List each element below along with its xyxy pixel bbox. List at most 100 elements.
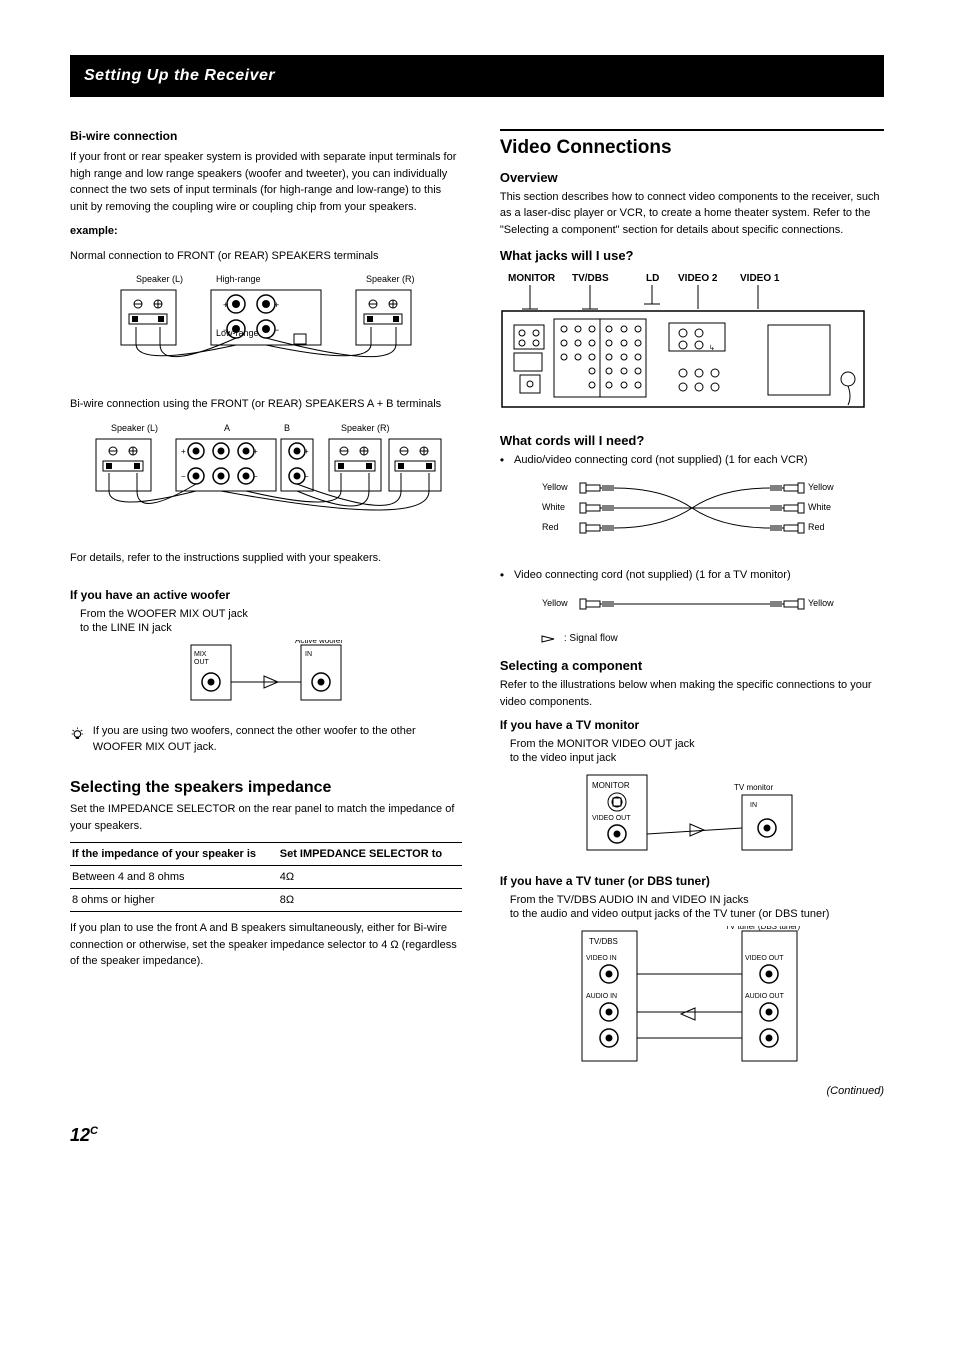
svg-text:TV tuner (DBS tuner): TV tuner (DBS tuner)	[725, 926, 800, 931]
svg-text:VIDEO OUT: VIDEO OUT	[745, 955, 784, 962]
impedance-para: Set the IMPEDANCE SELECTOR on the rear p…	[70, 801, 462, 834]
svg-text:−: −	[253, 472, 258, 481]
table-col1: If the impedance of your speaker is	[70, 843, 278, 866]
diagram-rear-panel: MONITOR TV/DBS LD VIDEO 2 VIDEO 1	[500, 269, 884, 419]
diagram-normal-connection: Speaker (L) Speaker (R) High-range Low-r…	[70, 272, 462, 382]
svg-text:MIX: MIX	[194, 651, 207, 658]
impedance-foot: If you plan to use the front A and B spe…	[70, 920, 462, 970]
continued-label: (Continued)	[500, 1085, 884, 1097]
arrow-icon	[540, 634, 558, 644]
diagram2-caption: Bi-wire connection using the FRONT (or R…	[70, 396, 462, 413]
tv-to: to the video input jack	[510, 752, 884, 764]
svg-text:−: −	[304, 472, 309, 481]
svg-text:White: White	[542, 502, 565, 512]
jacks-block: What jacks will I use? MONITOR TV/DBS LD…	[500, 248, 884, 419]
active-woofer-heading: If you have an active woofer	[70, 588, 462, 602]
svg-text:LD: LD	[646, 273, 659, 284]
selecting-para: Refer to the illustrations below when ma…	[500, 677, 884, 710]
svg-text:TV/DBS: TV/DBS	[572, 273, 609, 284]
svg-text:A: A	[224, 423, 230, 433]
svg-text:Red: Red	[808, 522, 825, 532]
svg-text:−: −	[181, 472, 186, 481]
diagram-video-cord: Yellow Yellow	[500, 591, 884, 619]
overview-heading: Overview	[500, 170, 884, 185]
svg-text:Speaker (L): Speaker (L)	[111, 423, 158, 433]
impedance-table: If the impedance of your speaker is Set …	[70, 842, 462, 912]
tv-from: From the MONITOR VIDEO OUT jack	[510, 738, 884, 750]
svg-text:VIDEO 1: VIDEO 1	[740, 273, 780, 284]
svg-text:MONITOR: MONITOR	[592, 781, 630, 790]
jacks-heading: What jacks will I use?	[500, 248, 884, 263]
diagram-biwire-connection: Speaker (L) A B Speaker (R)	[70, 421, 462, 536]
diagram-tv-monitor: MONITOR VIDEO OUT TV monitor IN	[500, 770, 884, 860]
svg-text:+: +	[274, 300, 279, 310]
svg-text:Red: Red	[542, 522, 559, 532]
svg-text:AUDIO OUT: AUDIO OUT	[745, 993, 785, 1000]
section-header-title: Setting Up the Receiver	[84, 67, 275, 85]
svg-text:OUT: OUT	[194, 659, 210, 666]
active-woofer-to: to the LINE IN jack	[80, 622, 462, 634]
svg-text:Speaker (R): Speaker (R)	[366, 274, 415, 284]
diagram1-caption: Normal connection to FRONT (or REAR) SPE…	[70, 248, 462, 265]
svg-text:VIDEO 2: VIDEO 2	[678, 273, 718, 284]
page-number: 12C	[70, 1125, 884, 1146]
bullet-icon: •	[500, 569, 504, 581]
cords-heading: What cords will I need?	[500, 433, 884, 448]
tuner-to: to the audio and video output jacks of t…	[510, 908, 884, 920]
diagram-active-woofer: MIXOUT Active woofer IN	[70, 640, 462, 710]
section-header: Setting Up the Receiver	[70, 55, 884, 97]
svg-text:White: White	[808, 502, 831, 512]
svg-text:−: −	[223, 325, 228, 335]
svg-text:Yellow: Yellow	[808, 482, 834, 492]
tv-heading: If you have a TV monitor	[500, 718, 884, 732]
svg-text:AUDIO IN: AUDIO IN	[586, 993, 617, 1000]
svg-text:+: +	[223, 300, 228, 310]
impedance-title: Selecting the speakers impedance	[70, 778, 462, 797]
tuner-heading: If you have a TV tuner (or DBS tuner)	[500, 874, 884, 888]
selecting-heading: Selecting a component	[500, 658, 884, 673]
biwire-heading: Bi-wire connection	[70, 129, 462, 143]
svg-text:Speaker (R): Speaker (R)	[341, 423, 390, 433]
svg-text:Yellow: Yellow	[808, 598, 834, 608]
svg-text:Yellow: Yellow	[542, 598, 568, 608]
svg-text:VIDEO IN: VIDEO IN	[586, 955, 617, 962]
active-woofer-from: From the WOOFER MIX OUT jack	[80, 608, 462, 620]
svg-text:IN: IN	[750, 802, 757, 809]
table-row: Between 4 and 8 ohms 4Ω	[70, 866, 462, 889]
biwire-note: For details, refer to the instructions s…	[70, 550, 462, 567]
biwire-paragraph: If your front or rear speaker system is …	[70, 149, 462, 215]
selecting-block: Selecting a component Refer to the illus…	[500, 658, 884, 1097]
svg-text:TV monitor: TV monitor	[734, 783, 773, 792]
svg-text:+: +	[181, 447, 186, 456]
table-row: 8 ohms or higher 8Ω	[70, 889, 462, 912]
svg-text:+: +	[253, 447, 258, 456]
svg-text:−: −	[274, 325, 279, 335]
diagram-tv-tuner: TV/DBS VIDEO IN AUDIO IN TV tuner (DBS t…	[500, 926, 884, 1071]
svg-text:↳: ↳	[709, 344, 715, 352]
example-label: example:	[70, 223, 462, 240]
tip-text: If you are using two woofers, connect th…	[93, 724, 462, 756]
diagram-av-cord: Yellow White Red	[500, 477, 884, 553]
signal-flow-label: : Signal flow	[564, 633, 618, 644]
svg-text:+: +	[304, 447, 309, 456]
tuner-from: From the TV/DBS AUDIO IN and VIDEO IN ja…	[510, 894, 884, 906]
right-column: Video Connections Overview This section …	[500, 129, 884, 1107]
video-cord-label: Video connecting cord (not supplied) (1 …	[514, 567, 791, 584]
av-cord-label: Audio/video connecting cord (not supplie…	[514, 452, 808, 469]
svg-text:TV/DBS: TV/DBS	[589, 937, 618, 946]
svg-text:B: B	[284, 423, 290, 433]
svg-text:MONITOR: MONITOR	[508, 273, 556, 284]
cords-block: What cords will I need? • Audio/video co…	[500, 433, 884, 644]
overview-block: Overview This section describes how to c…	[500, 170, 884, 239]
svg-text:Active woofer: Active woofer	[295, 640, 343, 645]
tip: If you are using two woofers, connect th…	[70, 724, 462, 756]
svg-text:Yellow: Yellow	[542, 482, 568, 492]
bullet-icon: •	[500, 454, 504, 466]
svg-text:IN: IN	[305, 651, 312, 658]
svg-text:Speaker (L): Speaker (L)	[136, 274, 183, 284]
tip-icon	[70, 724, 85, 744]
svg-text:High-range: High-range	[216, 274, 261, 284]
svg-text:VIDEO OUT: VIDEO OUT	[592, 815, 631, 822]
table-col2: Set IMPEDANCE SELECTOR to	[278, 843, 462, 866]
overview-para: This section describes how to connect vi…	[500, 189, 884, 239]
